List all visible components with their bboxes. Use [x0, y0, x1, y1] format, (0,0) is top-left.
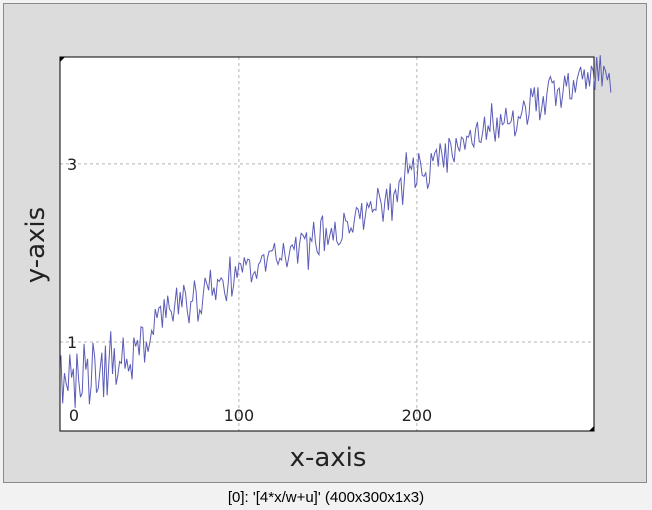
tick-labels: 0 100 200 1 3	[67, 155, 432, 425]
corner-marker	[589, 426, 594, 431]
plot-area[interactable]	[59, 56, 595, 432]
chart: 0 100 200 1 3 x-axis y-axis	[21, 55, 612, 473]
y-tick-label: 3	[67, 155, 77, 174]
image-caption: [0]: '[4*x/w+u]' (400x300x1x3)	[227, 489, 425, 506]
x-tick-label: 200	[402, 406, 433, 425]
y-tick-label: 1	[67, 333, 77, 352]
x-tick-label: 0	[69, 406, 79, 425]
y-axis-title: y-axis	[21, 207, 51, 283]
grid	[60, 57, 594, 431]
corner-marker	[60, 57, 65, 62]
series-line	[60, 55, 612, 408]
plot-background	[60, 57, 594, 431]
x-axis-title: x-axis	[290, 443, 367, 473]
x-tick-label: 100	[224, 406, 255, 425]
axis-markers	[60, 57, 594, 431]
